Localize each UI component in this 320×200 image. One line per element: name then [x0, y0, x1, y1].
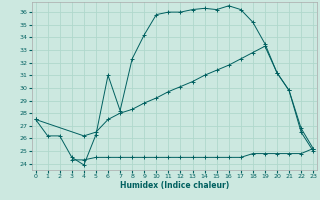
X-axis label: Humidex (Indice chaleur): Humidex (Indice chaleur)	[120, 181, 229, 190]
